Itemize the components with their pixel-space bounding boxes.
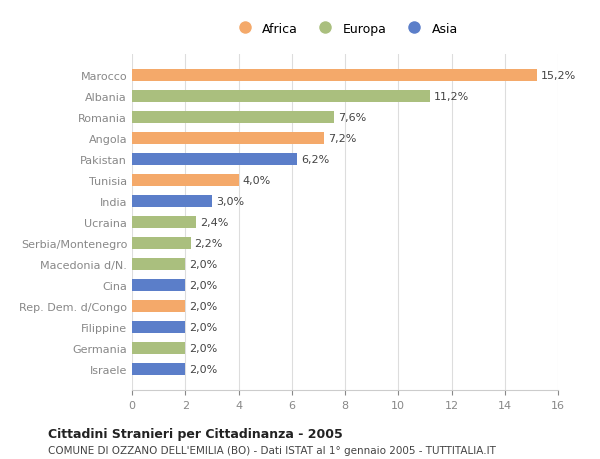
Bar	[132, 280, 185, 291]
Text: 2,0%: 2,0%	[189, 343, 217, 353]
Bar	[132, 70, 537, 82]
Bar	[132, 175, 239, 186]
Bar	[132, 217, 196, 229]
Bar	[132, 301, 185, 312]
Bar	[132, 364, 185, 375]
Text: 2,0%: 2,0%	[189, 259, 217, 269]
Bar	[132, 112, 334, 123]
Legend: Africa, Europa, Asia: Africa, Europa, Asia	[227, 18, 463, 41]
Text: 2,2%: 2,2%	[194, 239, 223, 248]
Bar	[132, 196, 212, 207]
Text: 4,0%: 4,0%	[242, 176, 271, 186]
Bar	[132, 91, 430, 103]
Bar	[132, 322, 185, 333]
Bar	[132, 238, 191, 249]
Text: 2,4%: 2,4%	[200, 218, 228, 228]
Text: 7,6%: 7,6%	[338, 113, 367, 123]
Text: 2,0%: 2,0%	[189, 280, 217, 291]
Text: 3,0%: 3,0%	[216, 197, 244, 207]
Text: Cittadini Stranieri per Cittadinanza - 2005: Cittadini Stranieri per Cittadinanza - 2…	[48, 427, 343, 440]
Bar	[132, 259, 185, 270]
Text: 2,0%: 2,0%	[189, 322, 217, 332]
Text: 7,2%: 7,2%	[328, 134, 356, 144]
Text: 15,2%: 15,2%	[541, 71, 576, 81]
Text: 2,0%: 2,0%	[189, 302, 217, 311]
Text: COMUNE DI OZZANO DELL'EMILIA (BO) - Dati ISTAT al 1° gennaio 2005 - TUTTITALIA.I: COMUNE DI OZZANO DELL'EMILIA (BO) - Dati…	[48, 445, 496, 455]
Text: 6,2%: 6,2%	[301, 155, 329, 165]
Bar	[132, 342, 185, 354]
Text: 11,2%: 11,2%	[434, 92, 469, 102]
Text: 2,0%: 2,0%	[189, 364, 217, 374]
Bar	[132, 154, 297, 166]
Bar	[132, 133, 324, 145]
